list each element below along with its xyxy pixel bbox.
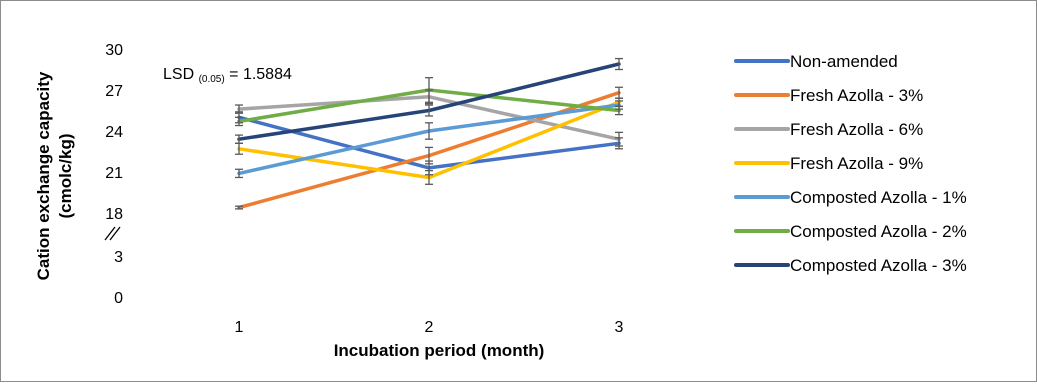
y-axis-title: Cation exchange capacity (cmolc/kg) (34, 71, 75, 280)
legend-label: Fresh Azolla - 9% (790, 154, 923, 173)
legend-item: Composted Azolla - 2% (734, 222, 967, 241)
legend-label: Fresh Azolla - 6% (790, 120, 923, 139)
error-bar (615, 131, 623, 147)
y-tick-label: 18 (105, 206, 123, 223)
error-bar (615, 57, 623, 71)
y-tick-label: 3 (114, 249, 123, 266)
error-bar (235, 205, 243, 210)
y-tick-label: 21 (105, 165, 123, 182)
y-tick-label: 30 (105, 42, 123, 59)
x-tick-labels: 1 2 3 (235, 319, 624, 336)
legend-item: Composted Azolla - 1% (734, 188, 967, 207)
error-bar (425, 104, 433, 117)
y-axis-title-line-1: Cation exchange capacity (34, 71, 53, 280)
legend-item: Composted Azolla - 3% (734, 256, 967, 275)
error-bar (425, 146, 433, 165)
y-axis-break-marker (104, 226, 121, 241)
legend-item: Non-amended (734, 52, 898, 71)
error-bars (235, 57, 623, 210)
axis-break-stroke (104, 226, 116, 241)
legend: Non-amended Fresh Azolla - 3% Fresh Azolla… (734, 52, 967, 275)
error-bar (235, 116, 243, 127)
error-bar (235, 134, 243, 144)
error-bar (615, 105, 623, 116)
legend-label: Fresh Azolla - 3% (790, 86, 923, 105)
lsd-annotation: LSD (0.05) = 1.5884 (163, 66, 292, 85)
legend-item: Fresh Azolla - 6% (734, 120, 923, 139)
x-tick-label: 3 (615, 319, 624, 336)
y-tick-label: 27 (105, 83, 123, 100)
legend-label: Composted Azolla - 1% (790, 188, 967, 207)
error-bar (425, 77, 433, 103)
y-axis-title-line-2: (cmolc/kg) (56, 133, 75, 218)
legend-item: Fresh Azolla - 9% (734, 154, 923, 173)
y-tick-labels: 0 3 18 21 24 27 30 (105, 42, 123, 307)
legend-label: Composted Azolla - 2% (790, 222, 967, 241)
y-tick-label: 24 (105, 124, 123, 141)
axis-break-stroke (109, 226, 121, 241)
legend-label: Composted Azolla - 3% (790, 256, 967, 275)
error-bar (425, 169, 433, 185)
x-axis-title: Incubation period (month) (334, 341, 545, 360)
x-tick-label: 1 (235, 319, 244, 336)
legend-item: Fresh Azolla - 3% (734, 86, 923, 105)
legend-label: Non-amended (790, 52, 898, 71)
error-bar (235, 104, 243, 114)
x-tick-label: 2 (425, 319, 434, 336)
error-bar (425, 122, 433, 140)
error-bar (235, 168, 243, 179)
y-tick-label: 0 (114, 290, 123, 307)
